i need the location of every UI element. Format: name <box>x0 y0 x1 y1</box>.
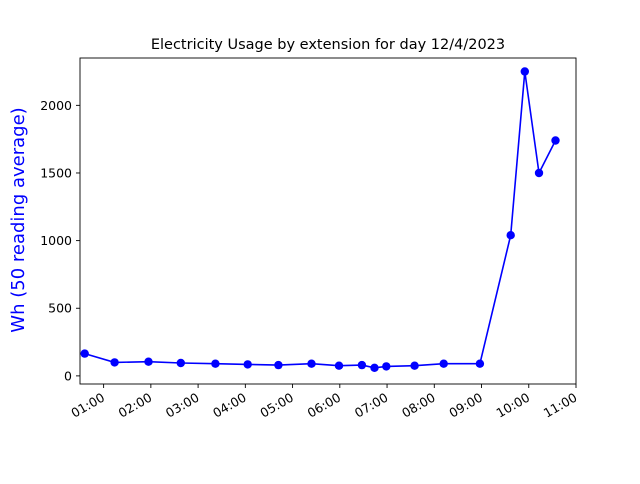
data-point <box>370 363 379 372</box>
data-point <box>506 231 515 240</box>
data-point <box>551 136 560 145</box>
data-point <box>410 361 419 370</box>
y-tick-label: 1500 <box>40 165 72 180</box>
data-point <box>475 359 485 368</box>
data-point <box>534 168 544 178</box>
plot-frame <box>79 57 577 385</box>
plot-area <box>80 67 560 372</box>
data-point <box>243 360 252 369</box>
data-point <box>211 359 220 368</box>
y-tick-label: 2000 <box>40 98 72 113</box>
chart-title: Electricity Usage by extension for day 1… <box>151 37 505 53</box>
data-point <box>176 358 185 368</box>
y-tick-label: 0 <box>64 368 72 383</box>
data-point <box>520 67 529 76</box>
data-point <box>274 360 283 370</box>
data-point <box>144 357 153 366</box>
data-point <box>382 362 391 371</box>
y-axis-label: Wh (50 reading average) <box>8 107 29 332</box>
data-point <box>357 360 367 370</box>
y-tick-label: 1000 <box>40 233 72 248</box>
data-point <box>110 358 119 367</box>
data-point <box>439 359 448 368</box>
data-point <box>80 349 89 358</box>
data-point <box>334 361 344 370</box>
y-tick-label: 500 <box>48 301 72 316</box>
data-point <box>307 359 316 368</box>
